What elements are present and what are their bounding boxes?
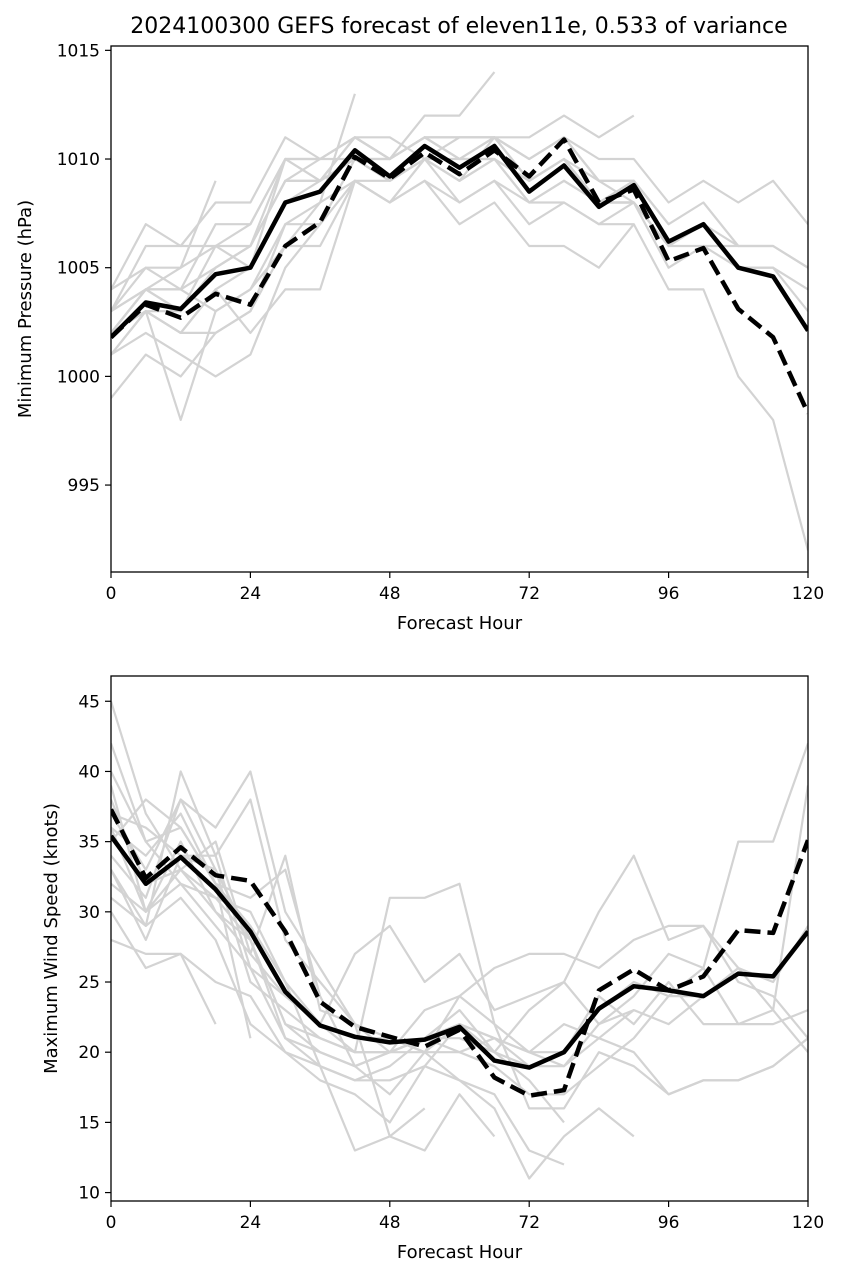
y-tick-label: 1010 [57,150,100,170]
axes-frame [110,45,809,573]
series-layer [111,71,808,551]
x-axis-label: Forecast Hour [397,1242,523,1263]
ensemble-member-line [111,911,217,1025]
ensemble-member-line [111,136,670,334]
x-tick-label: 24 [240,584,262,604]
x-tick-label: 120 [792,584,824,604]
chart-title: 2024100300 GEFS forecast of eleven11e, 0… [130,14,787,39]
y-tick-label: 30 [78,903,100,923]
x-tick-label: 24 [240,1213,262,1233]
ensemble-member-line [111,700,808,1110]
solid-series-line [111,143,808,339]
y-tick-label: 45 [78,692,100,712]
x-tick-label: 72 [518,584,540,604]
y-tick-label: 10 [78,1184,100,1204]
axes-frame [110,675,809,1202]
y-tick-label: 40 [78,762,100,782]
y-axis-label: Minimum Pressure (hPa) [15,200,36,418]
y-tick-label: 995 [68,476,100,496]
x-tick-label: 96 [658,584,680,604]
ensemble-member-line [111,799,426,1152]
ensemble-member-line [111,798,565,1124]
ensemble-member-line [111,798,252,1039]
x-tick-label: 120 [792,1213,824,1233]
dashed-series-line [111,137,808,415]
wind-panel: 0 24 48 72 96 120 10 15 20 25 30 35 40 45 Forecast Hou… [41,675,824,1263]
ensemble-member-line [111,179,600,334]
y-tick-label: 35 [78,833,100,853]
ensemble-member-line [111,882,705,1026]
x-tick-label: 96 [658,1213,680,1233]
x-tick-label: 72 [518,1213,540,1233]
ensemble-member-line [111,157,808,551]
ensemble-member-line [111,157,808,356]
y-tick-label: 1005 [57,259,100,279]
x-tick-label: 48 [379,1213,401,1233]
x-tick-label: 48 [379,584,401,604]
x-axis-label: Forecast Hour [397,613,523,634]
y-axis-label: Maximum Wind Speed (knots) [41,803,62,1074]
series-layer [111,700,808,1180]
ensemble-member-line [111,114,635,312]
y-tick-label: 25 [78,973,100,993]
pressure-panel: 0 24 48 72 96 120 995 1000 1005 1010 1015 Forecast … [15,41,824,634]
ensemble-member-line [111,827,496,1152]
y-tick-label: 15 [78,1113,100,1133]
ensemble-member-line [111,854,808,1054]
ensemble-member-line [111,743,808,1068]
ensemble-member-line [111,812,808,1096]
ensemble-member-line [111,71,496,290]
x-tick-label: 0 [106,1213,117,1233]
x-tick-label: 0 [106,584,117,604]
y-tick-label: 1000 [57,367,100,387]
y-tick-label: 20 [78,1043,100,1063]
y-tick-label: 1015 [57,41,100,61]
ensemble-member-line [111,771,808,1096]
solid-series-line [111,834,808,1070]
